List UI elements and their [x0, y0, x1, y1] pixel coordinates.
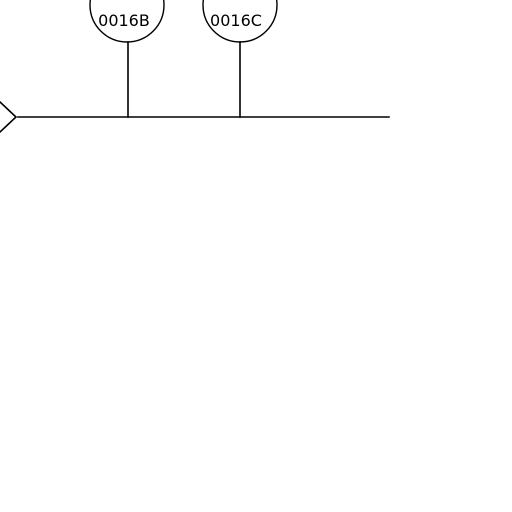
instrument-bubble-0016c[interactable]: 0016C: [203, 0, 277, 117]
instrument-tag-label: 0016C: [210, 11, 262, 30]
off-page-connector-arrow: [0, 102, 16, 132]
instrument-bubble-0016b[interactable]: 0016B: [90, 0, 164, 117]
instrument-tag-label: 0016B: [98, 11, 150, 30]
